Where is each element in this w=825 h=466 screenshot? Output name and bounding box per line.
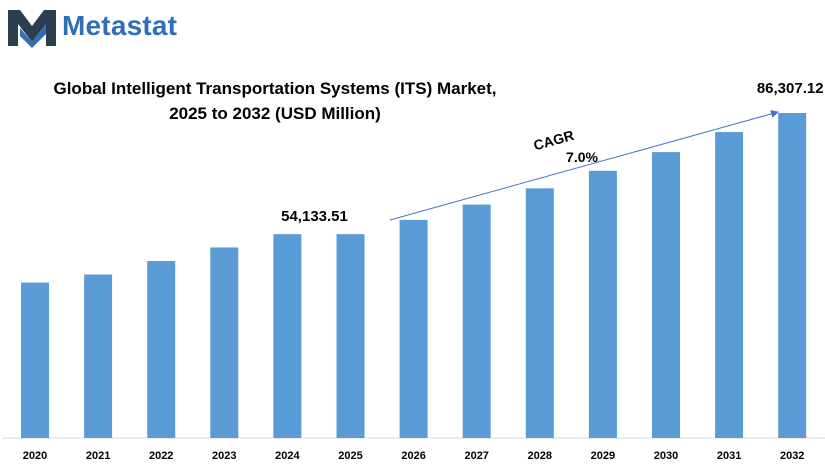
cagr-arrow: [389, 110, 779, 221]
bar-2031: [715, 132, 744, 438]
x-tick-2025: 2025: [338, 450, 362, 462]
bar-2022: [147, 261, 176, 438]
x-tick-2028: 2028: [528, 450, 552, 462]
bar-2025: [336, 234, 365, 438]
data-label-2032: 86,307.12: [757, 80, 824, 97]
brand-logo: Metastat: [6, 4, 177, 48]
chart-title-line2: 2025 to 2032 (USD Million): [169, 104, 381, 123]
x-tick-2020: 2020: [23, 450, 47, 462]
bar-2026: [399, 219, 428, 438]
x-tick-2029: 2029: [591, 450, 615, 462]
data-labels: 54,133.51 86,307.12: [281, 80, 823, 225]
x-tick-2031: 2031: [717, 450, 741, 462]
data-label-2025: 54,133.51: [281, 208, 348, 225]
bar-2028: [525, 188, 554, 438]
x-tick-2026: 2026: [401, 450, 425, 462]
m-logo-icon: [8, 10, 56, 48]
x-tick-labels: 2020 2021 2022 2023 2024 2025 2026 2027 2028 2029…: [23, 450, 805, 462]
bars-group: [21, 113, 807, 438]
bar-2024: [273, 234, 302, 438]
chart-title-line1: Global Intelligent Transportation System…: [53, 79, 497, 98]
bar-2020: [21, 282, 49, 438]
x-tick-2032: 2032: [780, 450, 804, 462]
x-tick-2030: 2030: [654, 450, 678, 462]
bar-2027: [462, 204, 491, 438]
bar-2030: [652, 152, 680, 438]
x-tick-2021: 2021: [86, 450, 110, 462]
brand-name: Metastat: [62, 10, 178, 41]
bar-2032: [778, 113, 807, 438]
chart-title: Global Intelligent Transportation System…: [20, 76, 530, 126]
bar-2023: [210, 247, 239, 438]
x-tick-2023: 2023: [212, 450, 236, 462]
bar-2021: [84, 274, 113, 438]
x-tick-2022: 2022: [149, 450, 173, 462]
bar-2029: [588, 170, 617, 438]
x-tick-2027: 2027: [464, 450, 488, 462]
x-tick-2024: 2024: [275, 450, 300, 462]
cagr-value: 7.0%: [566, 149, 598, 165]
